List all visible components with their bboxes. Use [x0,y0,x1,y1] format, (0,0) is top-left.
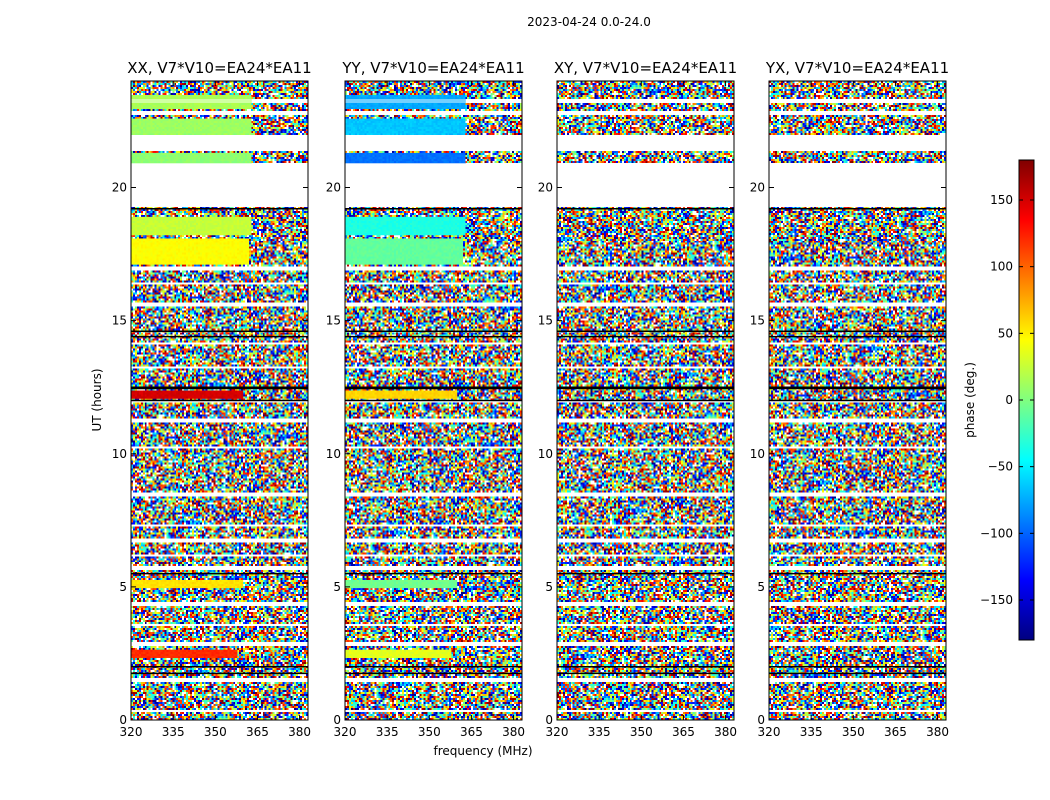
coherent-band-6 [345,391,458,400]
coherent-band-7 [345,580,458,589]
y-tick-label: 5 [119,580,127,594]
coherent-band-2 [345,118,466,135]
y-tick-label: 20 [750,181,765,195]
y-tick-label: 0 [119,713,127,727]
y-tick-label: 10 [326,447,341,461]
coherent-band-6 [131,391,244,400]
y-tick-label: 0 [333,713,341,727]
colorbar-tick-label: 0 [1005,393,1013,407]
x-tick-label: 365 [460,725,483,739]
coherent-band-2 [131,118,252,135]
y-tick-label: 10 [750,447,765,461]
colorbar-tick-label: −100 [980,526,1013,540]
coherent-band-3 [131,152,252,164]
panel-frame [130,80,309,721]
colorbar-tick-label: −150 [980,593,1013,607]
x-tick-label: 350 [630,725,653,739]
y-tick-label: 20 [112,181,127,195]
y-tick-label: 10 [112,447,127,461]
x-tick-label: 350 [204,725,227,739]
colorbar-label: phase (deg.) [963,362,977,438]
y-tick-label: 20 [326,181,341,195]
coherent-band-5 [345,238,463,265]
x-tick-label: 365 [884,725,907,739]
y-tick-label: 0 [757,713,765,727]
panels-group: XX, V7*V10=EA24*EA11 320 335 350 365 380 0 5 10 1… [112,59,949,739]
x-tick-label: 320 [120,725,143,739]
figure-suptitle: 2023-04-24 0.0-24.0 [527,15,651,29]
coherent-band-1 [345,95,466,109]
x-tick-label: 335 [588,725,611,739]
y-axis-label: UT (hours) [90,368,104,431]
panel-title: YY, V7*V10=EA24*EA11 [341,59,524,77]
coherent-band-7 [131,580,244,589]
x-tick-label: 320 [758,725,781,739]
coherent-band-5 [131,238,249,265]
y-tick-label: 15 [112,314,127,328]
x-tick-label: 335 [162,725,185,739]
panel-frame [768,80,947,721]
x-axis-label: frequency (MHz) [433,744,532,758]
x-tick-label: 380 [926,725,949,739]
colorbar-tick-label: 50 [998,326,1013,340]
panel-frame [344,80,523,721]
coherent-band-4 [345,216,466,236]
colorbar: 150 100 50 0 −50 −100 −150 [980,159,1035,641]
y-tick-label: 15 [326,314,341,328]
coherent-band-3 [345,152,466,164]
x-tick-label: 320 [546,725,569,739]
y-tick-label: 5 [545,580,553,594]
x-tick-label: 380 [288,725,311,739]
x-tick-label: 350 [842,725,865,739]
x-tick-label: 350 [418,725,441,739]
y-tick-label: 5 [757,580,765,594]
coherent-band-4 [131,216,252,236]
y-tick-label: 0 [545,713,553,727]
y-tick-label: 15 [750,314,765,328]
y-tick-label: 20 [538,181,553,195]
panel-4: YX, V7*V10=EA24*EA11 320 335 350 365 380 0 5 10 1… [750,59,949,739]
x-tick-label: 335 [376,725,399,739]
coherent-band-8 [131,649,238,658]
x-tick-label: 365 [672,725,695,739]
y-tick-label: 5 [333,580,341,594]
panel-2: YY, V7*V10=EA24*EA11 320 335 350 365 380 0 5 10 1… [326,59,525,739]
panel-title: XX, V7*V10=EA24*EA11 [127,59,311,77]
colorbar-tick-label: 150 [990,193,1013,207]
y-tick-label: 10 [538,447,553,461]
x-tick-label: 335 [800,725,823,739]
colorbar-tick-label: 100 [990,260,1013,274]
x-tick-label: 320 [334,725,357,739]
coherent-band-1 [131,95,252,109]
x-tick-label: 365 [246,725,269,739]
panel-frame [556,80,735,721]
panel-title: XY, V7*V10=EA24*EA11 [554,59,737,77]
y-tick-label: 15 [538,314,553,328]
coherent-band-8 [345,649,452,658]
x-tick-label: 380 [714,725,737,739]
panel-title: YX, V7*V10=EA24*EA11 [765,59,949,77]
panel-1: XX, V7*V10=EA24*EA11 320 335 350 365 380 0 5 10 1… [112,59,312,739]
x-tick-label: 380 [502,725,525,739]
panel-3: XY, V7*V10=EA24*EA11 320 335 350 365 380 0 5 10 1… [538,59,737,739]
colorbar-tick-label: −50 [988,460,1013,474]
